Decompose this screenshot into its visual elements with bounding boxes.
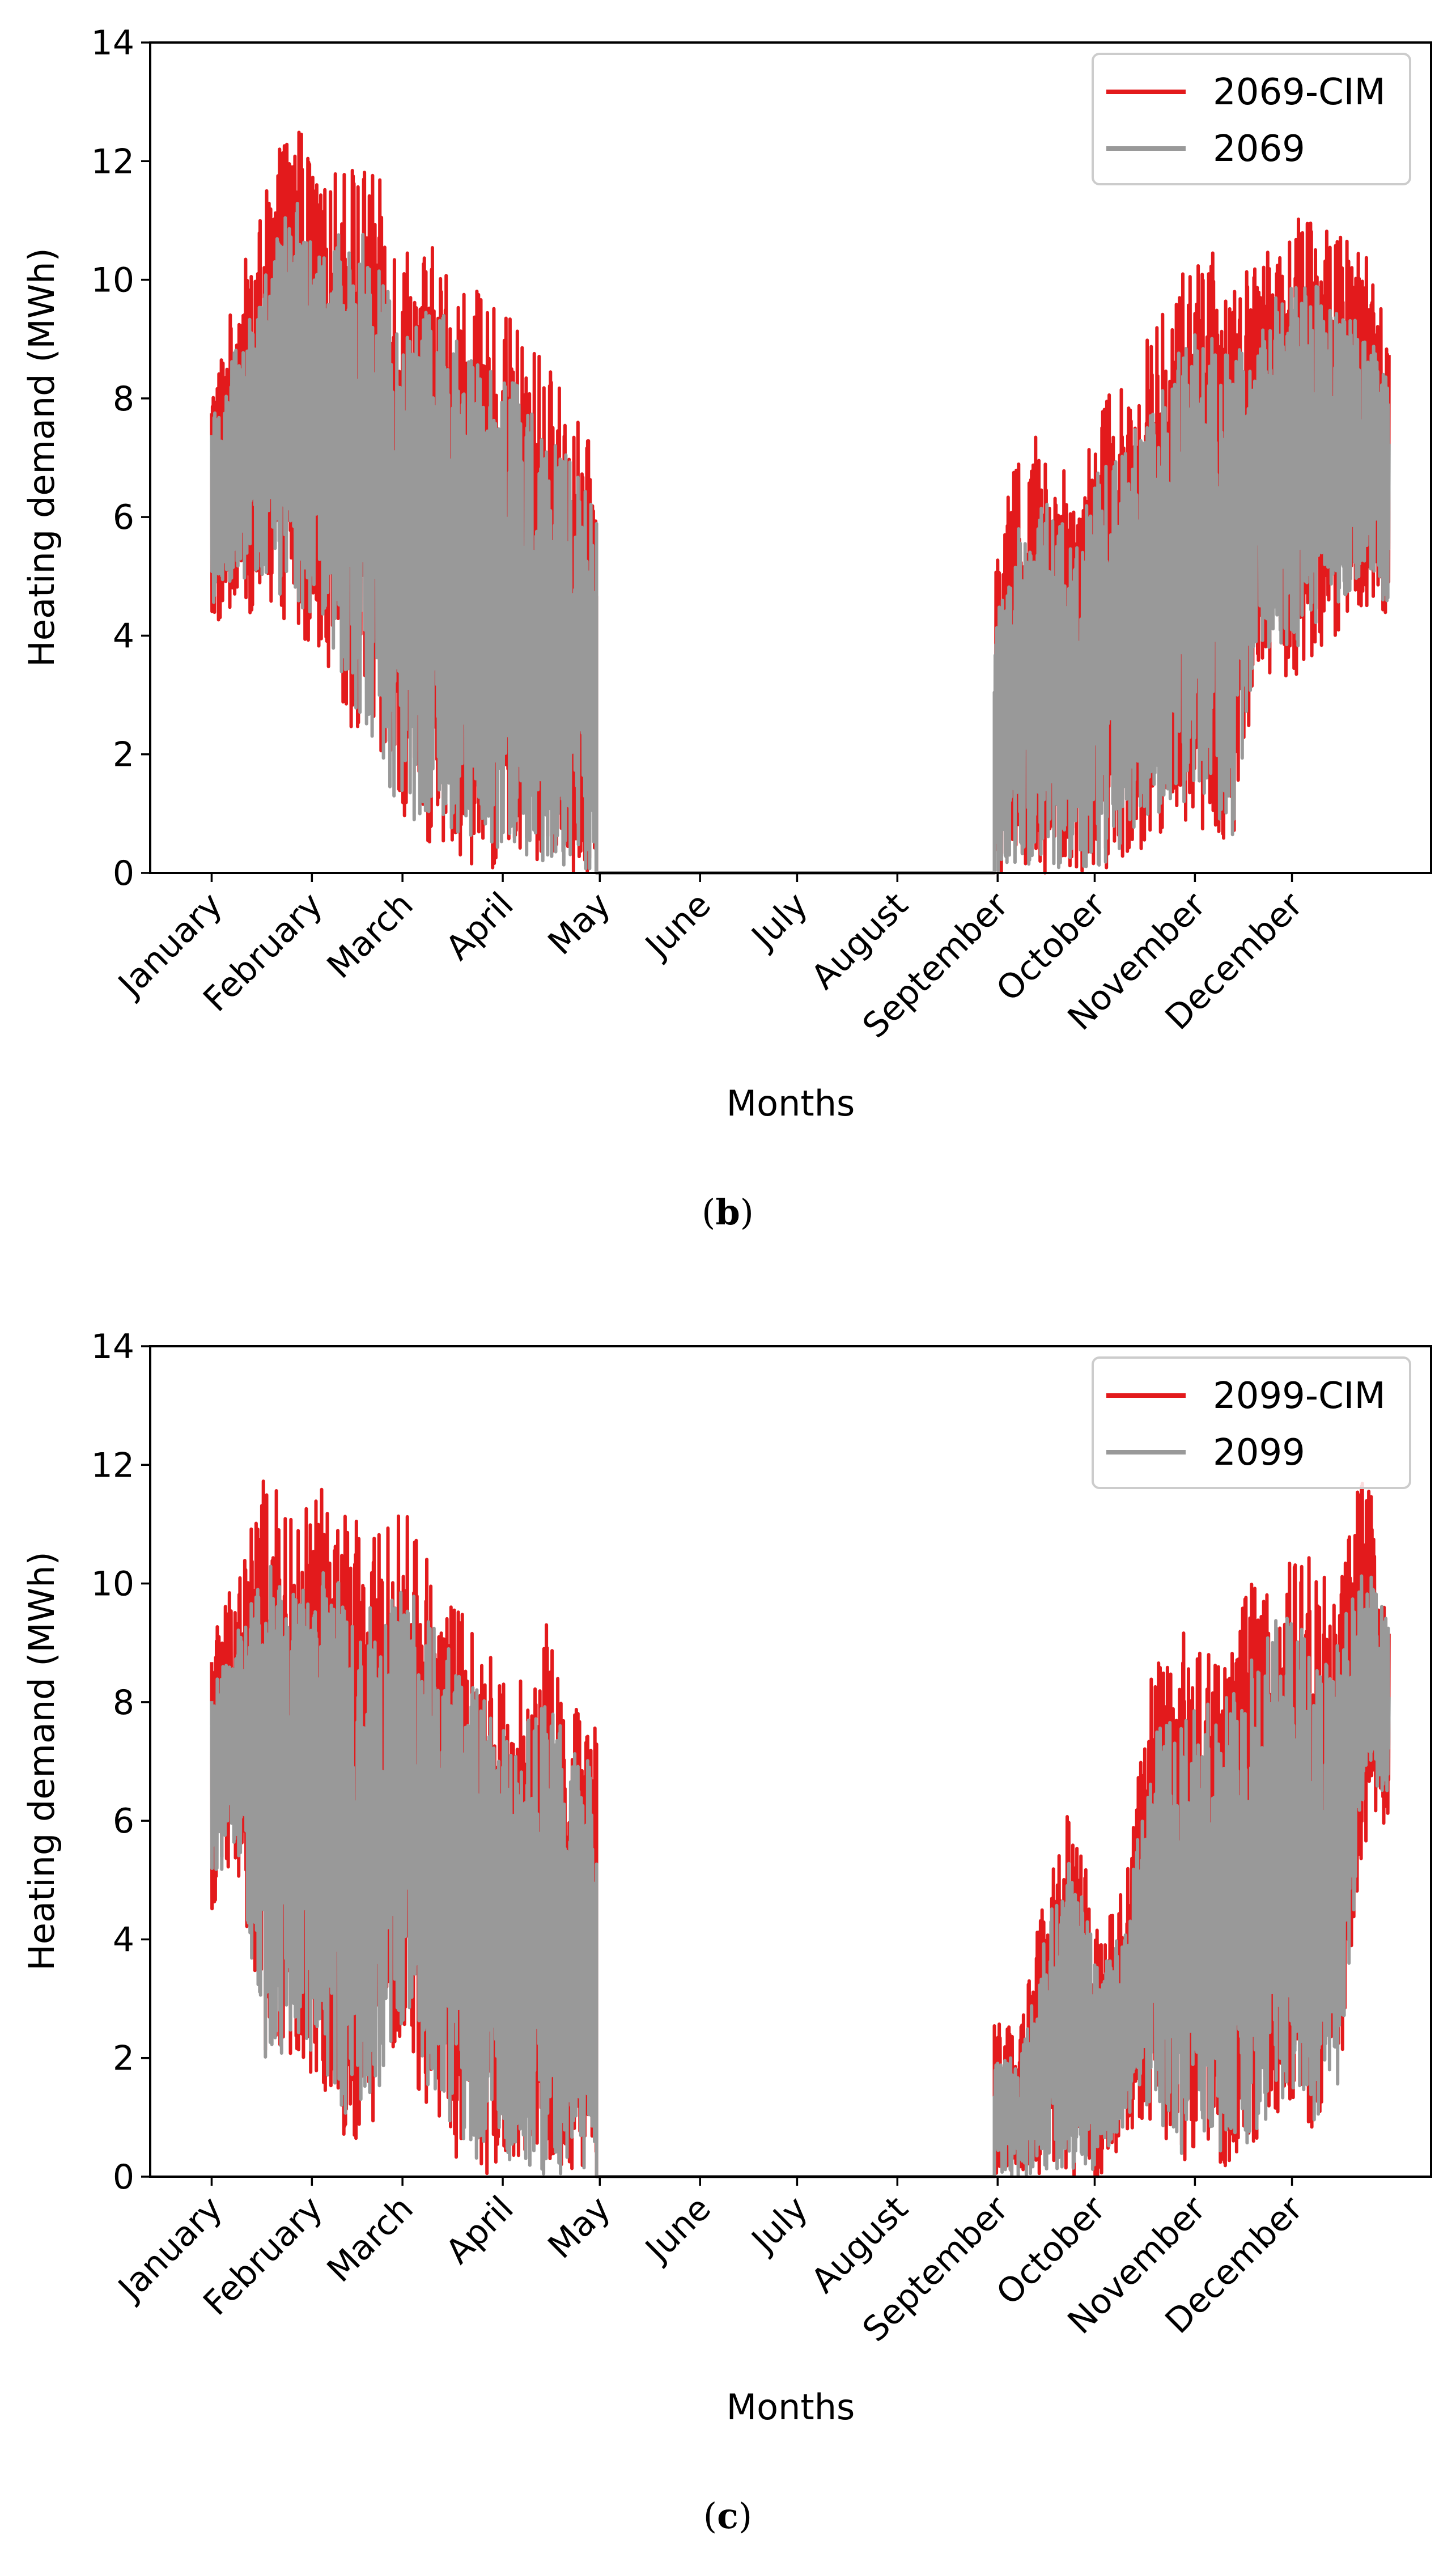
x-tick-label-may: May bbox=[541, 885, 618, 962]
legend: 2099-CIM 2099 bbox=[1092, 1356, 1411, 1489]
legend-box bbox=[1092, 53, 1411, 185]
y-tick-label: 8 bbox=[113, 1683, 134, 1723]
x-axis-title: Months bbox=[727, 1083, 855, 1124]
y-tick-label: 14 bbox=[91, 23, 134, 63]
panel-letter: b bbox=[715, 1191, 740, 1233]
legend-box bbox=[1092, 1356, 1411, 1489]
series-layer bbox=[210, 1479, 1391, 2178]
plot-frame bbox=[149, 1345, 1432, 2178]
y-tick-label: 12 bbox=[91, 142, 134, 181]
legend-label-cim: 2099-CIM bbox=[1213, 1375, 1386, 1417]
y-axis-title: Heating demand (MWh) bbox=[21, 1551, 62, 1970]
x-tick-label-july: July bbox=[742, 2189, 816, 2262]
series-line-2099 bbox=[210, 1564, 1391, 2178]
y-tick-label: 10 bbox=[91, 261, 134, 300]
legend-label-cim: 2069-CIM bbox=[1213, 71, 1386, 113]
y-tick-label: 4 bbox=[113, 1920, 134, 1960]
legend-label-base: 2069 bbox=[1213, 128, 1305, 170]
y-tick-label: 6 bbox=[113, 1801, 134, 1841]
x-tick-label-june: June bbox=[636, 2189, 719, 2271]
y-tick-label: 2 bbox=[113, 735, 134, 775]
series-layer bbox=[210, 130, 1391, 875]
y-tick-label: 0 bbox=[113, 854, 134, 893]
x-tick-label-june: June bbox=[636, 885, 719, 967]
x-tick-label-april: April bbox=[438, 2189, 521, 2271]
legend: 2069-CIM 2069 bbox=[1092, 53, 1411, 185]
series-line-2069 bbox=[210, 201, 1391, 875]
panel-caption-c: (c) bbox=[703, 2495, 752, 2537]
panel-letter: c bbox=[717, 2495, 738, 2537]
x-tick-label-april: April bbox=[438, 885, 521, 968]
legend-label-base: 2099 bbox=[1213, 1432, 1305, 1474]
y-tick-label: 0 bbox=[113, 2157, 134, 2197]
y-tick-label: 2 bbox=[113, 2039, 134, 2079]
y-tick-label: 12 bbox=[91, 1445, 134, 1485]
y-axis-title: Heating demand (MWh) bbox=[21, 248, 62, 667]
y-axis: 0 2 4 6 8 10 12 14 bbox=[91, 23, 150, 893]
panel-caption-b: (b) bbox=[702, 1191, 754, 1233]
x-tick-label-march: March bbox=[320, 885, 421, 986]
y-tick-label: 8 bbox=[113, 379, 134, 419]
y-tick-label: 14 bbox=[91, 1327, 134, 1367]
plot-frame bbox=[149, 41, 1432, 874]
y-tick-label: 4 bbox=[113, 616, 134, 656]
x-tick-label-march: March bbox=[320, 2189, 421, 2290]
x-axis-title: Months bbox=[727, 2386, 855, 2428]
x-tick-label-july: July bbox=[742, 885, 816, 958]
x-tick-label-may: May bbox=[541, 2189, 618, 2266]
y-axis: 0 2 4 6 8 10 12 14 bbox=[91, 1327, 150, 2197]
y-tick-label: 10 bbox=[91, 1564, 134, 1604]
y-tick-label: 6 bbox=[113, 498, 134, 537]
